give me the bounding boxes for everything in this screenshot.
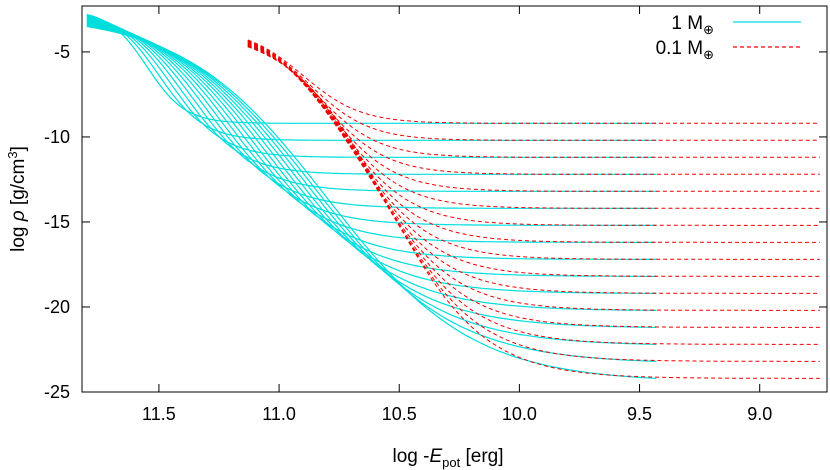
x-axis-title-sub: pot: [442, 455, 460, 470]
legend-label-1-sub: ⊕: [703, 22, 714, 37]
series-1m-curve: [86, 20, 657, 260]
x-tick-label: 11.5: [142, 404, 176, 424]
series-1m-curve: [86, 17, 657, 209]
x-tick-label: 11.0: [262, 404, 296, 424]
series-01m-curve: [247, 40, 820, 141]
series-1m-curve: [86, 18, 657, 226]
legend-label-1-text: 1 M: [671, 13, 703, 34]
x-axis-title: log -Epot [erg]: [392, 446, 503, 470]
y-tick-label: -10: [44, 127, 70, 147]
series-01m-curve: [247, 39, 820, 124]
series-1m-curve: [86, 15, 657, 158]
y-axis-title-prefix: log: [8, 221, 29, 252]
series-01m-curve: [247, 46, 820, 379]
y-axis-title: log ρ [g/cm3]: [5, 146, 29, 252]
y-axis-title-sup: 3: [5, 151, 20, 158]
series-01m-curve: [247, 44, 820, 294]
series-01m-curve: [247, 42, 820, 226]
series-1m-curve: [86, 13, 657, 124]
legend-label-2-text: 0.1 M: [656, 38, 704, 59]
y-tick-label: -5: [54, 42, 70, 62]
series-1m-curve: [86, 16, 657, 175]
series-01m-curve: [247, 41, 820, 209]
series-01m-curve: [247, 45, 820, 328]
y-tick-label: -15: [44, 212, 70, 232]
series-1m-curve: [86, 25, 657, 362]
curves-layer: [86, 13, 820, 379]
series-1m-curve: [86, 25, 657, 379]
series-1m-curve: [86, 23, 657, 328]
plot-frame: [81, 5, 828, 393]
y-tick-label: -25: [44, 382, 70, 402]
y-axis-title-close: ]: [8, 146, 29, 151]
x-axis-title-suffix: [erg]: [460, 446, 503, 467]
y-axis-title-suffix: [g/cm: [8, 159, 29, 211]
series-01m-curve: [247, 43, 820, 277]
series-01m-curve: [247, 40, 820, 158]
x-tick-label: 9.5: [627, 404, 652, 424]
x-tick-label: 10.5: [382, 404, 417, 424]
x-tick-label: 9.0: [747, 404, 772, 424]
series-01m-curve: [247, 45, 820, 362]
series-01m-curve: [247, 45, 820, 345]
ticks-layer: 11.5 11.0 10.5 10.0 9.5 9.0 -5 -10 -15 -20 -25: [44, 6, 827, 424]
legend: 1 M⊕ 0.1 M⊕: [656, 13, 801, 62]
x-tick-label: 10.0: [502, 404, 537, 424]
x-axis-title-var: E: [429, 446, 442, 467]
series-1m-curve: [86, 24, 657, 345]
series-1m-curve: [86, 19, 657, 243]
x-axis-title-prefix: log -: [392, 446, 429, 467]
legend-label-2-sub: ⊕: [703, 47, 714, 62]
series-01m-curve: [247, 41, 820, 192]
legend-label-1: 1 M⊕: [671, 13, 714, 37]
y-axis-title-var: ρ: [8, 210, 29, 222]
series-01m-curve: [247, 40, 820, 175]
y-tick-label: -20: [44, 297, 70, 317]
series-01m-curve: [247, 44, 820, 311]
legend-label-2: 0.1 M⊕: [656, 38, 714, 62]
